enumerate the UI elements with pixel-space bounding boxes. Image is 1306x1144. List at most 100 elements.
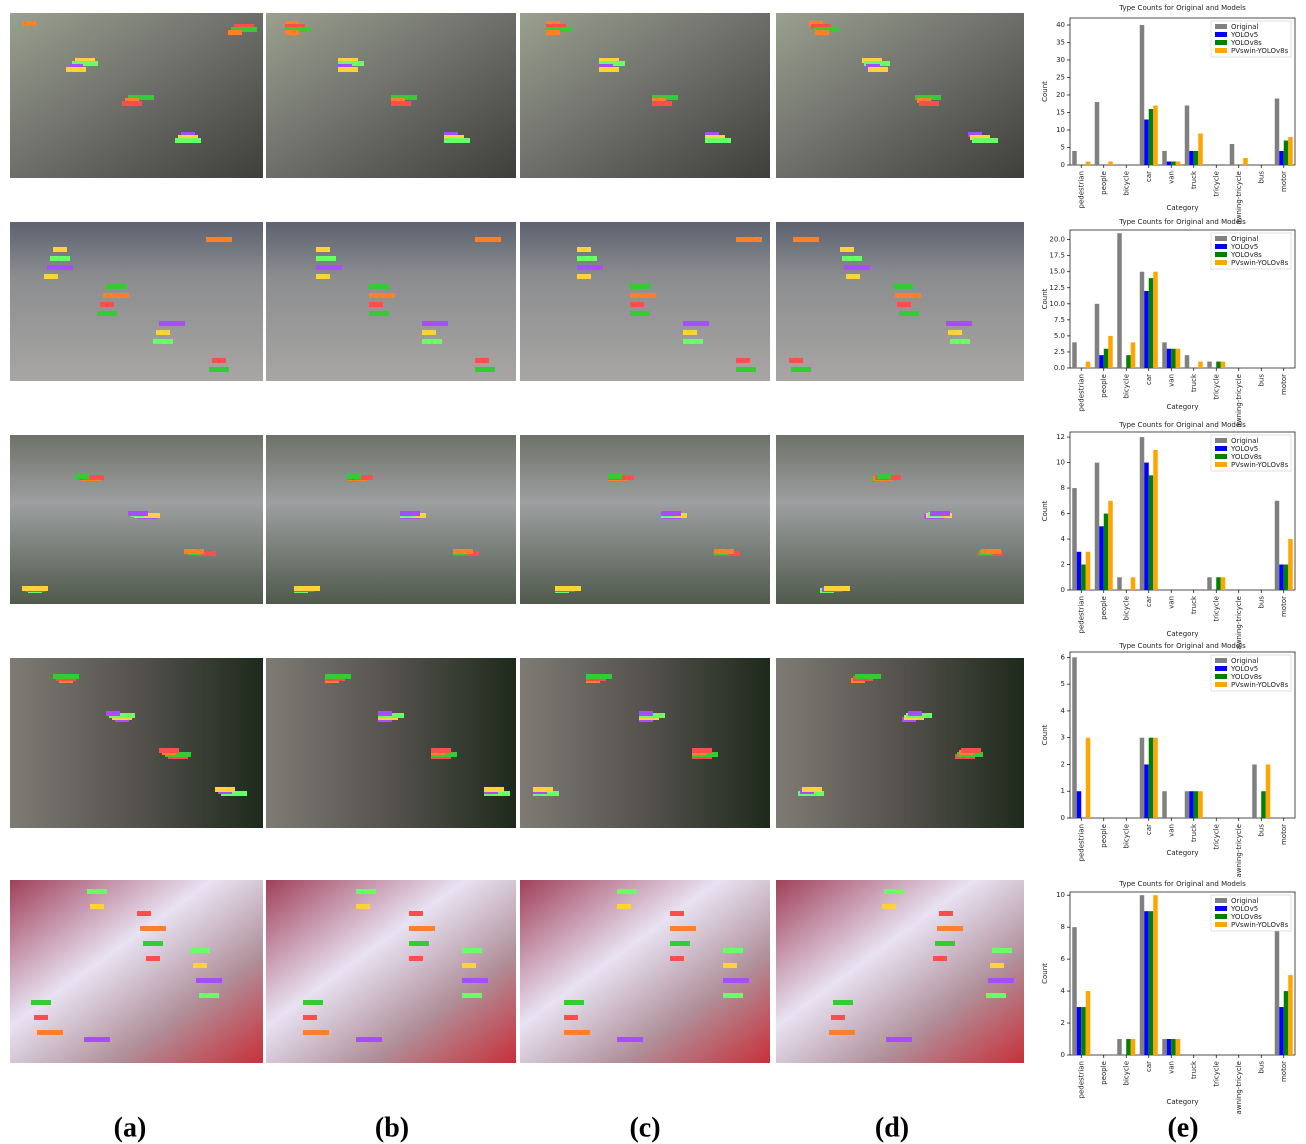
legend-swatch [1215, 674, 1227, 679]
bar [1153, 272, 1158, 368]
detection-label [44, 274, 58, 279]
legend-label: YOLOv8s [1230, 913, 1262, 921]
legend-swatch [1215, 906, 1227, 911]
detection-label [484, 787, 504, 792]
detection-label [791, 367, 811, 372]
detection-label [159, 748, 179, 753]
detection-label [462, 978, 488, 983]
detection-label [378, 711, 392, 716]
chart-title: Type Counts for Original and Models [1118, 421, 1246, 429]
x-tick-label: truck [1190, 1060, 1198, 1079]
detection-label [630, 284, 650, 289]
x-tick-label: motor [1280, 374, 1288, 395]
y-tick-label: 15 [1056, 109, 1065, 117]
detection-label [802, 787, 822, 792]
detection-label [937, 926, 963, 931]
detection-label [369, 302, 383, 307]
photo [776, 880, 1024, 1063]
legend-swatch [1215, 32, 1227, 37]
x-tick-label: motor [1280, 1061, 1288, 1082]
bar [1140, 437, 1145, 590]
detection-label [146, 956, 160, 961]
detection-label [347, 474, 361, 479]
bar [1149, 475, 1154, 590]
bar [1144, 463, 1149, 590]
detection-label [128, 511, 148, 516]
detection-label [356, 1037, 382, 1042]
bar [1288, 137, 1293, 165]
detection-label [140, 926, 166, 931]
detection-label [475, 237, 501, 242]
detection-label [652, 101, 672, 106]
photo-grid [10, 13, 1024, 1063]
x-tick-label: tricycle [1212, 171, 1220, 197]
x-tick-label: motor [1280, 596, 1288, 617]
bar [1149, 911, 1154, 1055]
photo [10, 435, 263, 604]
detection-label [972, 138, 998, 143]
detection-label [793, 237, 819, 242]
detection-label [833, 1000, 853, 1005]
y-tick-label: 5 [1061, 144, 1065, 152]
legend-swatch [1215, 260, 1227, 265]
detection-label [831, 1015, 845, 1020]
detection-label [950, 339, 970, 344]
detection-label [338, 67, 358, 72]
detection-label [908, 711, 922, 716]
y-tick-label: 6 [1061, 955, 1066, 963]
bar [1194, 151, 1199, 165]
detection-label [228, 30, 242, 35]
bar [1221, 362, 1226, 368]
detection-label [988, 978, 1014, 983]
bar [1140, 738, 1145, 818]
detection-label [723, 978, 749, 983]
photo [520, 13, 770, 178]
x-tick-label: car [1145, 171, 1153, 182]
detection-label [356, 904, 370, 909]
bar [1176, 349, 1181, 368]
detection-label [736, 237, 762, 242]
detection-label [824, 586, 850, 591]
detection-label [22, 21, 36, 26]
bar [1149, 278, 1154, 368]
bar [1207, 362, 1212, 368]
legend-label: PVswin-YOLOv8s [1231, 681, 1289, 689]
detection-label [930, 511, 950, 516]
detection-label [199, 993, 219, 998]
x-tick-label: pedestrian [1077, 824, 1085, 861]
bar [1171, 349, 1176, 368]
photo [776, 13, 1024, 178]
bar [1284, 141, 1289, 166]
y-tick-label: 3 [1061, 734, 1065, 742]
bar [1185, 106, 1190, 166]
detection-label [50, 256, 70, 261]
detection-label [986, 993, 1006, 998]
bar [1131, 342, 1136, 368]
legend-label: Original [1231, 657, 1258, 665]
y-axis-label: Count [1041, 288, 1049, 309]
detection-label [639, 711, 653, 716]
detection-label [285, 30, 299, 35]
bar [1221, 577, 1226, 590]
panel-label: (a) [114, 1112, 147, 1143]
detection-label [882, 904, 896, 909]
detection-label [714, 549, 734, 554]
detection-label [316, 274, 330, 279]
detection-label [316, 265, 342, 270]
detection-label [599, 67, 619, 72]
detection-label [316, 247, 330, 252]
detection-label [369, 311, 389, 316]
detection-label [897, 302, 911, 307]
detection-label [855, 674, 881, 679]
bar [1279, 151, 1284, 165]
bar [1176, 162, 1181, 166]
detection-label [391, 101, 411, 106]
legend-swatch [1215, 24, 1227, 29]
x-tick-label: bicycle [1122, 1061, 1130, 1085]
detection-label [893, 284, 913, 289]
bar [1198, 791, 1203, 818]
detection-label [577, 274, 591, 279]
legend-swatch [1215, 914, 1227, 919]
bar [1140, 895, 1145, 1055]
y-tick-label: 7.5 [1054, 316, 1065, 324]
